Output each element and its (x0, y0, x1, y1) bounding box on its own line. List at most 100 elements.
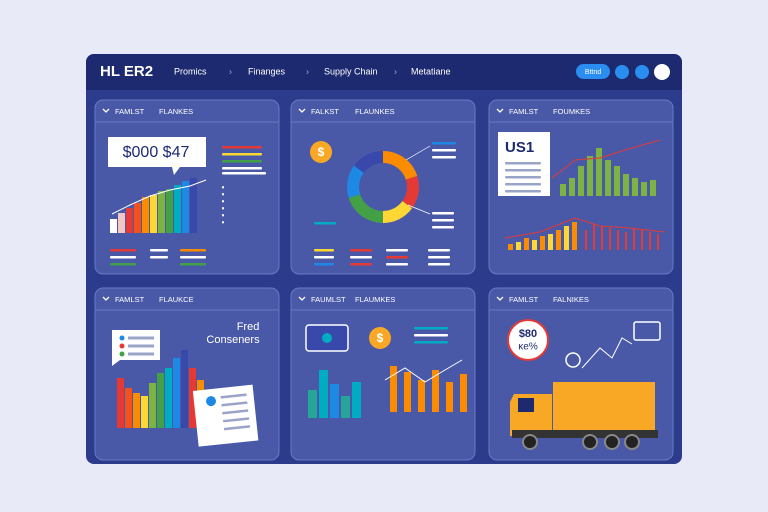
badge-value: ĸe% (518, 342, 538, 353)
bar (532, 240, 537, 250)
truck-wheel (522, 434, 538, 450)
trend-line (111, 179, 207, 215)
panel-label: Conseners (206, 334, 260, 346)
bar (446, 382, 453, 412)
bar (149, 383, 156, 428)
nav-separator: › (394, 66, 397, 76)
pointer (407, 204, 431, 215)
bar (569, 178, 575, 196)
bar (587, 156, 593, 196)
panel-tab: FAMLST (509, 295, 539, 304)
legend-line (432, 219, 454, 222)
bar (158, 191, 165, 233)
clock-icon (565, 352, 581, 368)
doc-icon (206, 396, 217, 407)
panel-chevron (102, 296, 110, 301)
nav-item[interactable]: Finanges (248, 66, 286, 76)
bar (556, 230, 561, 250)
nav-item[interactable]: Promics (174, 66, 207, 76)
bar (605, 160, 611, 196)
bar (585, 230, 587, 250)
trend-line (551, 139, 661, 179)
top-bar (86, 54, 682, 90)
bar (133, 393, 140, 428)
badge-value: $80 (519, 328, 537, 340)
legend-line (414, 341, 448, 344)
bullet-line (128, 336, 154, 340)
legend-line (428, 263, 450, 266)
bullet-line (128, 344, 154, 348)
bar (609, 228, 611, 250)
panel-chevron (496, 108, 504, 113)
legend-line (505, 190, 541, 193)
icon-button[interactable] (635, 65, 649, 79)
panel-tab: FAMLST (115, 107, 145, 116)
doc-group (192, 384, 259, 447)
legend-line (350, 249, 372, 252)
panel (290, 287, 476, 461)
donut-segment (347, 151, 419, 223)
legend-line (150, 256, 168, 259)
coin-icon (369, 327, 391, 349)
bar (432, 370, 439, 412)
panel-tab: FAMLST (509, 107, 539, 116)
action-button-label[interactable]: Bttnd (585, 69, 601, 76)
legend-line (314, 263, 334, 266)
bar (564, 226, 569, 250)
bar (174, 185, 181, 233)
legend-line (180, 263, 206, 266)
bar (126, 208, 133, 233)
legend-line (180, 249, 206, 252)
bar (157, 373, 164, 428)
pointer (405, 145, 431, 161)
donut-segment (347, 151, 419, 223)
bar (319, 370, 328, 418)
callout-value: $000 $47 (123, 144, 190, 161)
bar (117, 378, 124, 428)
truck-wheel (624, 434, 640, 450)
nav-item[interactable]: Supply Chain (324, 66, 378, 76)
legend-line (414, 334, 448, 337)
bar (596, 148, 602, 196)
legend-line (505, 169, 541, 172)
bar (614, 166, 620, 196)
bullet (119, 335, 125, 341)
panel-chevron (102, 108, 110, 113)
legend-line (350, 263, 372, 266)
truck-window (518, 398, 534, 412)
legend-line (314, 256, 334, 259)
bar (632, 178, 638, 196)
panel-tab: FAMLST (115, 295, 145, 304)
legend-line (222, 146, 262, 149)
bar (560, 184, 566, 196)
panel-tab: FLAUMKES (355, 295, 395, 304)
bar (142, 197, 149, 233)
bar (650, 180, 656, 196)
bar (633, 228, 635, 250)
avatar[interactable] (654, 64, 670, 80)
panel-tab: FALNIKES (553, 295, 589, 304)
legend-line (314, 249, 334, 252)
panel-tab: FALKST (311, 107, 339, 116)
legend-line (505, 162, 541, 165)
legend-line (432, 142, 456, 145)
nav-item[interactable]: Metatiane (411, 66, 451, 76)
panel-label: Fred (237, 321, 260, 333)
bar (516, 242, 521, 250)
action-button[interactable] (576, 64, 610, 79)
legend-line (505, 183, 541, 186)
bullet-line (128, 352, 154, 356)
bullet (119, 343, 125, 349)
icon-button[interactable] (615, 65, 629, 79)
legend-line (110, 249, 136, 252)
legend-line (432, 156, 456, 159)
donut-segment (347, 151, 419, 223)
legend-line (222, 186, 224, 189)
panel-tab: FOUMKES (553, 107, 590, 116)
legend-line (222, 167, 262, 170)
route-line (581, 337, 633, 369)
badge (507, 319, 549, 361)
legend-line (428, 249, 450, 252)
legend-line (110, 256, 136, 259)
nav-separator: › (229, 66, 232, 76)
